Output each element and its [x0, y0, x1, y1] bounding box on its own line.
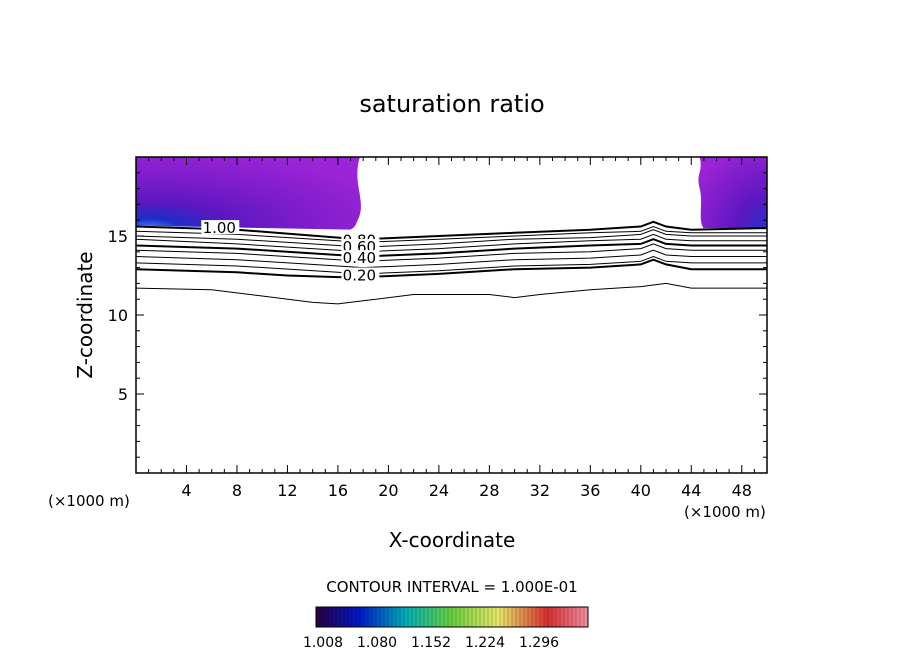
filled-region-left: [136, 157, 361, 230]
x-tick-label: 36: [580, 481, 600, 500]
x-unit-label-right: (×1000 m): [684, 503, 766, 521]
contour-line-0-20: [135, 258, 767, 279]
colorbar-tick-label: 1.152: [411, 635, 451, 651]
contour-labels: 1.000.800.600.400.20: [201, 219, 380, 285]
x-axis-ticks: 4 8 12 16 20 24 28 32 36 40 44 48: [148, 157, 755, 500]
colorbar-tick-label: 1.080: [357, 635, 397, 651]
colorbar-frame: [315, 606, 589, 628]
y-tick-label: 15: [108, 227, 128, 246]
colorbar-tick-label: 1.296: [519, 635, 559, 651]
contour-label-bg: [201, 220, 240, 235]
contour-interval-text: CONTOUR INTERVAL = 1.000E-01: [326, 578, 577, 596]
x-tick-label: 12: [277, 481, 297, 500]
contour-label-bg: [341, 239, 380, 254]
contour-line-0-80: [135, 229, 767, 248]
x-tick-label: 24: [429, 481, 449, 500]
x-tick-label: 40: [631, 481, 651, 500]
x-tick-label: 32: [530, 481, 550, 500]
chart-title: saturation ratio: [359, 90, 544, 118]
contour-lines: [135, 220, 768, 305]
contour-label-bg: [341, 250, 380, 265]
contour-line-0-70: [135, 233, 767, 253]
y-tick-label: 10: [108, 306, 128, 325]
colorbar-gradient: [316, 607, 588, 627]
contour-label: 0.40: [343, 249, 376, 267]
y-axis-label: Z-coordinate: [73, 251, 97, 378]
contour-line-0-60: [135, 238, 767, 258]
colorbar-stripes: [319, 607, 585, 627]
x-tick-label: 4: [181, 481, 191, 500]
x-tick-label: 44: [681, 481, 701, 500]
x-tick-label: 48: [732, 481, 752, 500]
contour-line-0-50: [135, 243, 767, 262]
colorbar-labels: 1.008 1.080 1.152 1.224 1.296: [303, 635, 559, 651]
contour-line-0-10: [135, 282, 767, 305]
y-tick-label: 5: [118, 385, 128, 404]
x-axis-label: X-coordinate: [389, 528, 516, 552]
filled-region-right: [698, 157, 767, 229]
x-tick-label: 16: [328, 481, 348, 500]
contour-line-1-00: [135, 220, 768, 241]
contour-line-0-30: [135, 255, 767, 275]
contour-label: 1.00: [203, 219, 236, 237]
colorbar: 1.008 1.080 1.152 1.224 1.296: [303, 606, 589, 651]
x-tick-label: 20: [378, 481, 398, 500]
contour-label: 0.20: [343, 267, 376, 285]
colorbar-tick-label: 1.224: [465, 635, 505, 651]
plot-area: 1.000.800.600.400.20 4812162024283236404…: [108, 156, 768, 500]
x-tick-label: 8: [232, 481, 242, 500]
x-tick-label: 28: [479, 481, 499, 500]
contour-line-0-40: [135, 249, 767, 269]
y-axis-ticks: 5 10 15: [108, 172, 767, 458]
filled-regions: [136, 157, 767, 230]
colorbar-tick-label: 1.008: [303, 635, 343, 651]
contour-line-0-90: [135, 225, 767, 243]
contour-label-bg: [341, 267, 380, 282]
x-unit-label-left: (×1000 m): [48, 492, 130, 510]
